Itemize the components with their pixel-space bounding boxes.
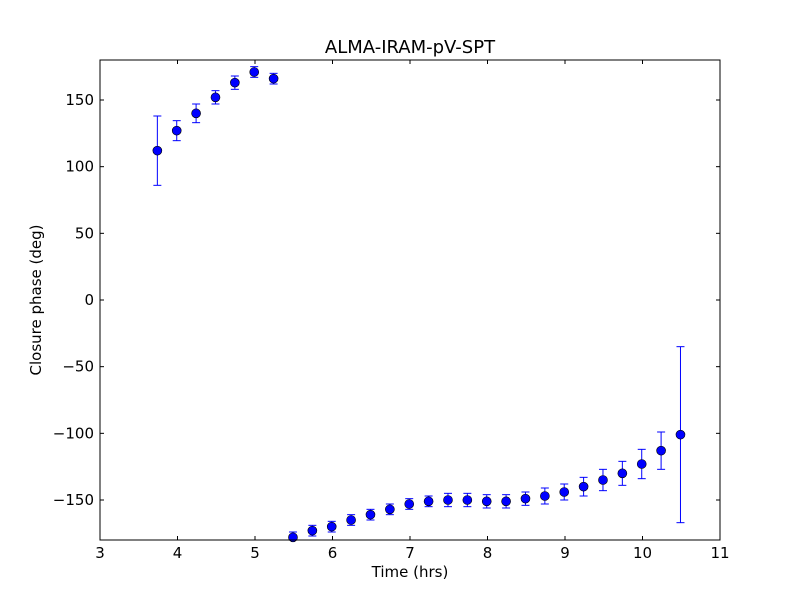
data-point (249, 67, 260, 77)
data-point (307, 525, 318, 536)
data-point (617, 468, 628, 479)
x-tick-label: 4 (173, 544, 183, 562)
data-point (210, 92, 221, 103)
chart-title: ALMA-IRAM-pV-SPT (325, 37, 496, 58)
data-point (152, 145, 163, 156)
data-point (268, 73, 279, 84)
data-point (346, 515, 356, 525)
data-point (578, 481, 589, 492)
data-point (501, 496, 511, 507)
data-point (191, 108, 201, 119)
data-point (423, 496, 434, 507)
data-point (481, 496, 492, 507)
data-point (598, 475, 608, 485)
data-point (404, 499, 415, 509)
data-point (326, 521, 337, 532)
y-axis-label: Closure phase (deg) (27, 225, 45, 376)
y-tick-label: 150 (65, 91, 94, 109)
data-point (559, 487, 570, 497)
data-point (520, 493, 531, 504)
plot-frame (99, 59, 721, 541)
data-point (385, 504, 395, 515)
y-tick-label: 50 (75, 224, 94, 242)
y-tick-label: −100 (53, 424, 94, 442)
data-point (462, 495, 473, 505)
data-point (656, 445, 666, 456)
x-axis-label: Time (hrs) (371, 563, 449, 581)
data-point (636, 459, 647, 469)
y-tick-label: −50 (62, 358, 94, 376)
x-tick-label: 7 (405, 544, 415, 562)
x-tick-label: 5 (250, 544, 260, 562)
y-tick-label: 0 (84, 291, 94, 309)
data-point (171, 125, 182, 136)
data-point (230, 77, 240, 88)
y-tick-label: −150 (53, 491, 94, 509)
data-point (365, 509, 376, 520)
x-tick-label: 8 (483, 544, 493, 562)
x-tick-label: 6 (328, 544, 338, 562)
data-point (443, 495, 453, 505)
x-tick-label: 10 (633, 544, 652, 562)
x-tick-label: 9 (560, 544, 570, 562)
data-point (675, 429, 686, 440)
x-tick-label: 11 (710, 544, 729, 562)
y-tick-label: 100 (65, 158, 94, 176)
x-tick-label: 3 (95, 544, 105, 562)
data-point (540, 491, 550, 501)
